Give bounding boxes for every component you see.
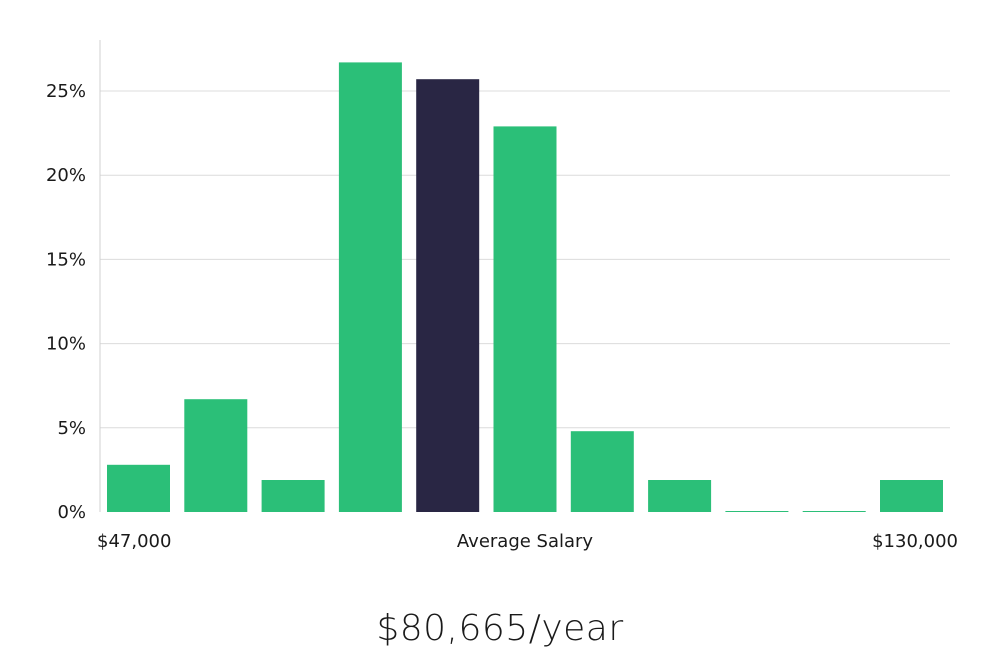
y-tick-label: 0%	[57, 502, 86, 523]
bar	[261, 480, 325, 512]
bar	[725, 511, 789, 512]
bar	[338, 62, 402, 513]
x-axis-end-label: $130,000	[872, 531, 958, 552]
salary-histogram: 0%5%10%15%20%25% $47,000 Average Salary …	[46, 40, 958, 552]
bar	[184, 399, 248, 512]
y-tick-label: 20%	[46, 165, 86, 186]
bar	[802, 511, 866, 512]
x-axis-title: Average Salary	[457, 531, 594, 552]
y-tick-label: 5%	[57, 418, 86, 439]
y-tick-label: 25%	[46, 81, 86, 102]
bar	[107, 464, 170, 512]
bar	[570, 431, 634, 512]
y-tick-label: 15%	[46, 249, 86, 270]
y-axis-tick-labels: 0% 5% 10% 15% 20% 25%	[46, 81, 86, 523]
bar	[648, 480, 712, 512]
y-tick-label: 10%	[46, 334, 86, 355]
bars	[107, 62, 943, 513]
bar	[880, 480, 943, 512]
bar	[493, 126, 557, 513]
bar-highlighted	[416, 79, 480, 512]
x-axis-start-label: $47,000	[97, 531, 171, 552]
average-salary-value: $80,665/year	[376, 608, 624, 649]
